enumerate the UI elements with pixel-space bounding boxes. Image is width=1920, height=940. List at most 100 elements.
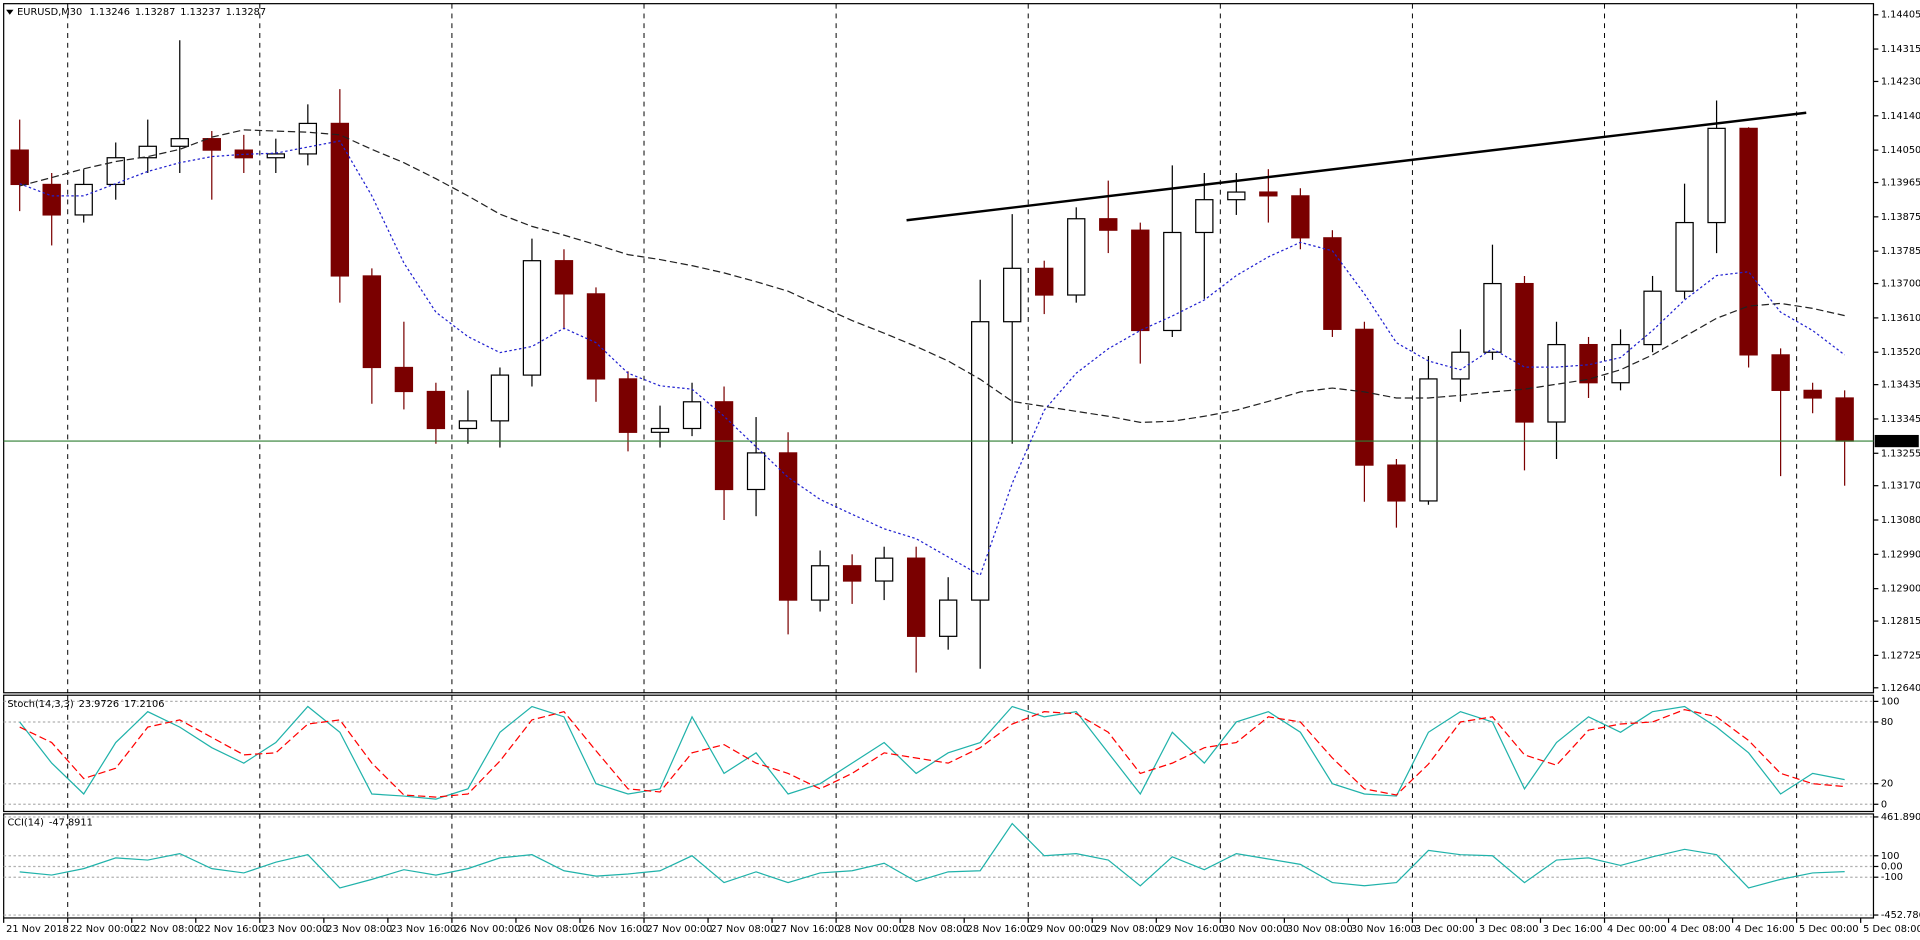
indicator-title: Stoch(14,3,3) 23.9726 17.2106 bbox=[7, 699, 164, 710]
x-tick-label: 30 Nov 16:00 bbox=[1351, 924, 1417, 935]
indicator-value: -47.8911 bbox=[49, 818, 93, 829]
header-value: 1.13287 bbox=[226, 7, 266, 18]
candle-body bbox=[938, 599, 958, 637]
x-tick-label: 28 Nov 16:00 bbox=[967, 924, 1033, 935]
indicator-name: CCI(14) bbox=[7, 818, 44, 829]
series-line bbox=[19, 129, 1845, 424]
current-price-box bbox=[1874, 434, 1919, 448]
candle-body bbox=[394, 366, 414, 393]
candle-body bbox=[490, 374, 510, 422]
x-tick-label: 21 Nov 2018 bbox=[6, 924, 69, 935]
candle-body bbox=[1483, 282, 1502, 353]
panel-frame bbox=[3, 3, 1875, 694]
y-tick-label: 1.14050 bbox=[1881, 145, 1920, 156]
candle-body bbox=[586, 293, 606, 380]
x-tick-label: 23 Nov 08:00 bbox=[326, 924, 392, 935]
indicator-value: 17.2106 bbox=[124, 699, 164, 710]
x-tick-label: 23 Nov 00:00 bbox=[262, 924, 328, 935]
indicator-value: 23.9726 bbox=[79, 699, 119, 710]
candle-body bbox=[1675, 221, 1694, 292]
candle-body bbox=[1227, 191, 1246, 201]
candle-body bbox=[74, 183, 93, 216]
candle-body bbox=[1355, 328, 1374, 466]
candle-body bbox=[1195, 199, 1214, 234]
y-tick-label: 1.13785 bbox=[1881, 246, 1920, 257]
candle-body bbox=[618, 378, 638, 433]
candle-body bbox=[746, 452, 766, 491]
y-tick-label: 1.13345 bbox=[1881, 414, 1920, 425]
candle-body bbox=[298, 122, 318, 155]
candle-body bbox=[1643, 290, 1662, 346]
x-tick-label: 26 Nov 16:00 bbox=[582, 924, 648, 935]
y-tick-label: 1.13520 bbox=[1881, 347, 1920, 358]
x-tick-label: 3 Dec 16:00 bbox=[1543, 924, 1603, 935]
y-tick-label: 461.8902 bbox=[1881, 812, 1920, 823]
candle-body bbox=[906, 557, 926, 637]
candle-body bbox=[522, 260, 542, 376]
y-tick-label: 1.13700 bbox=[1881, 279, 1920, 290]
y-tick-label: 1.13080 bbox=[1881, 515, 1920, 526]
x-tick-label: 23 Nov 16:00 bbox=[390, 924, 456, 935]
candle-body bbox=[1451, 351, 1470, 380]
candle-body bbox=[1035, 267, 1054, 296]
x-tick-label: 26 Nov 08:00 bbox=[518, 924, 584, 935]
candle-body bbox=[1611, 343, 1630, 384]
y-tick-label: 1.13610 bbox=[1881, 313, 1920, 324]
candle-body bbox=[842, 565, 862, 582]
x-tick-label: 28 Nov 08:00 bbox=[903, 924, 969, 935]
candle-body bbox=[1579, 343, 1598, 384]
y-tick-label: 0.00 bbox=[1881, 861, 1903, 872]
symbol: EURUSD,M30 bbox=[17, 7, 82, 18]
menu-arrow bbox=[6, 9, 14, 15]
candle-body bbox=[1131, 229, 1150, 332]
candle-body bbox=[1419, 378, 1438, 502]
x-tick-label: 29 Nov 00:00 bbox=[1031, 924, 1097, 935]
y-tick-label: 1.14140 bbox=[1881, 111, 1920, 122]
candle-body bbox=[1099, 218, 1118, 231]
candle-body bbox=[202, 138, 221, 151]
y-tick-label: 20 bbox=[1881, 779, 1893, 790]
x-tick-label: 22 Nov 00:00 bbox=[70, 924, 136, 935]
x-tick-label: 3 Dec 08:00 bbox=[1479, 924, 1539, 935]
y-tick-label: 1.13965 bbox=[1881, 178, 1920, 189]
current-price-label: 1.13287 bbox=[1878, 436, 1918, 447]
trendline bbox=[906, 111, 1807, 222]
x-tick-label: 22 Nov 08:00 bbox=[134, 924, 200, 935]
candle-body bbox=[362, 275, 382, 369]
header-value: 1.13287 bbox=[135, 7, 175, 18]
candle-body bbox=[1515, 282, 1534, 423]
candle-body bbox=[554, 260, 574, 295]
candle-body bbox=[426, 390, 446, 430]
candle-body bbox=[810, 565, 830, 601]
candle-body bbox=[138, 145, 157, 159]
y-tick-label: 1.13435 bbox=[1881, 380, 1920, 391]
y-tick-label: 1.14230 bbox=[1881, 76, 1920, 87]
x-tick-label: 22 Nov 16:00 bbox=[198, 924, 264, 935]
x-tick-label: 30 Nov 08:00 bbox=[1287, 924, 1353, 935]
series-line bbox=[19, 140, 1846, 577]
x-tick-label: 5 Dec 00:00 bbox=[1799, 924, 1859, 935]
y-tick-label: 80 bbox=[1881, 717, 1893, 728]
y-tick-label: 1.12900 bbox=[1881, 584, 1920, 595]
candle-body bbox=[1291, 195, 1310, 239]
candle-body bbox=[1259, 191, 1278, 197]
y-tick-label: 1.12640 bbox=[1881, 683, 1920, 694]
candle-body bbox=[1323, 237, 1342, 330]
x-tick-label: 27 Nov 16:00 bbox=[775, 924, 841, 935]
series-line bbox=[19, 705, 1845, 800]
y-tick-label: 1.13255 bbox=[1881, 448, 1920, 459]
indicator-name: Stoch(14,3,3) bbox=[7, 699, 73, 710]
candle-body bbox=[10, 149, 29, 186]
candle-body bbox=[266, 153, 286, 159]
candle-body bbox=[1707, 127, 1726, 224]
candle-body bbox=[234, 149, 253, 159]
x-tick-label: 4 Dec 00:00 bbox=[1607, 924, 1667, 935]
y-tick-label: 1.13875 bbox=[1881, 212, 1920, 223]
y-tick-label: 1.12815 bbox=[1881, 616, 1920, 627]
y-tick-label: 1.13170 bbox=[1881, 481, 1920, 492]
series-line bbox=[19, 822, 1845, 889]
y-tick-label: 1.14405 bbox=[1881, 10, 1920, 21]
candle-body bbox=[874, 557, 894, 582]
